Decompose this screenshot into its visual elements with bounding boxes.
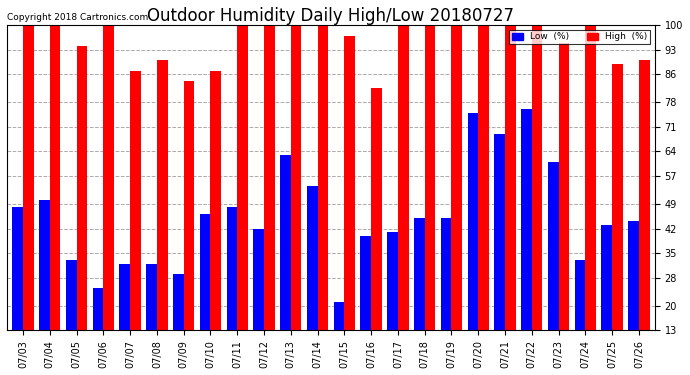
Bar (360, 236, 371, 330)
Bar (130, 71, 141, 330)
Bar (317, 25, 328, 330)
Bar (505, 25, 515, 330)
Bar (290, 25, 302, 330)
Bar (157, 60, 168, 330)
Bar (280, 155, 290, 330)
Title: Outdoor Humidity Daily High/Low 20180727: Outdoor Humidity Daily High/Low 20180727 (148, 7, 515, 25)
Bar (23, 25, 34, 330)
Bar (344, 36, 355, 330)
Bar (559, 43, 569, 330)
Bar (253, 228, 264, 330)
Bar (451, 25, 462, 330)
Bar (424, 25, 435, 330)
Legend: Low  (%), High  (%): Low (%), High (%) (509, 30, 651, 44)
Bar (398, 25, 408, 330)
Bar (173, 274, 184, 330)
Bar (521, 109, 532, 330)
Bar (39, 201, 50, 330)
Bar (532, 25, 542, 330)
Text: Copyright 2018 Cartronics.com: Copyright 2018 Cartronics.com (7, 13, 148, 22)
Bar (226, 207, 237, 330)
Bar (548, 162, 559, 330)
Bar (264, 25, 275, 330)
Bar (639, 60, 649, 330)
Bar (237, 25, 248, 330)
Bar (414, 218, 424, 330)
Bar (210, 71, 221, 330)
Bar (334, 302, 344, 330)
Bar (146, 264, 157, 330)
Bar (104, 25, 114, 330)
Bar (575, 260, 585, 330)
Bar (478, 25, 489, 330)
Bar (199, 214, 210, 330)
Bar (12, 207, 23, 330)
Bar (441, 218, 451, 330)
Bar (371, 88, 382, 330)
Bar (628, 222, 639, 330)
Bar (468, 113, 478, 330)
Bar (307, 186, 317, 330)
Bar (602, 225, 612, 330)
Bar (184, 81, 195, 330)
Bar (494, 134, 505, 330)
Bar (66, 260, 77, 330)
Bar (77, 46, 87, 330)
Bar (119, 264, 130, 330)
Bar (612, 64, 623, 330)
Bar (50, 25, 61, 330)
Bar (585, 25, 596, 330)
Bar (387, 232, 398, 330)
Bar (92, 288, 104, 330)
